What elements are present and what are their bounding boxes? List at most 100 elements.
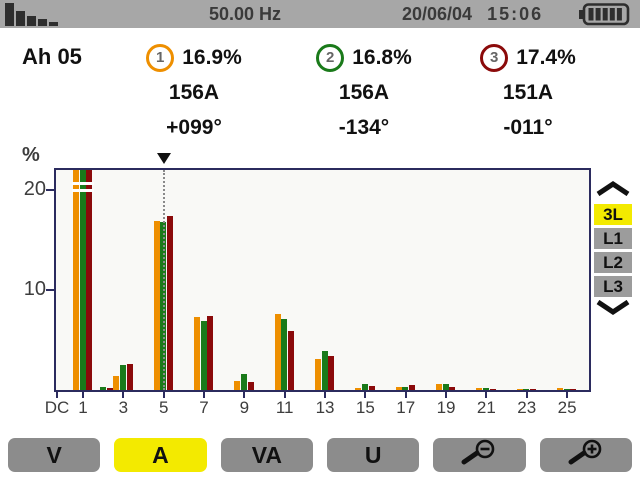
- harmonic-11-bar-phase-3: [288, 331, 295, 390]
- x-axis-tick-label: 5: [158, 398, 169, 417]
- off-scale-break-mark: [72, 182, 94, 185]
- x-axis-tick: [364, 392, 367, 398]
- x-axis-tick: [324, 392, 327, 398]
- phase-selector-options: 3L L1 L2 L3: [594, 204, 632, 297]
- harmonic-17-bar-phase-1: [395, 387, 402, 390]
- harmonic-21-bar-phase-1: [476, 388, 483, 390]
- phase-percent-value: 16.9%: [182, 45, 242, 69]
- phase-percent-value: 17.4%: [516, 45, 576, 69]
- harmonic-23-bar-phase-3: [530, 389, 537, 390]
- phase-selector-option-l2[interactable]: L2: [594, 252, 632, 273]
- x-axis-tick-label: 25: [557, 398, 577, 417]
- y-axis-tick: [46, 289, 55, 291]
- phase-angle-value: +099°: [166, 115, 222, 139]
- time-text: 15:06: [487, 4, 544, 24]
- mode-icon-bar: [5, 3, 14, 26]
- x-axis-tick: [82, 392, 84, 398]
- mode-icon-bar: [27, 16, 36, 26]
- date-text: 20/06/04: [402, 4, 473, 24]
- button-a[interactable]: A: [114, 438, 207, 472]
- status-bar: 50.00 Hz 20/06/04 15:06: [0, 0, 640, 28]
- phase-amps-value: 151A: [502, 80, 554, 104]
- harmonic-9-bar-phase-1: [234, 381, 241, 390]
- harmonic-7-bar-phase-2: [200, 321, 207, 390]
- phase-angle-value: -011°: [503, 115, 553, 139]
- x-axis-tick: [566, 392, 569, 398]
- x-axis-tick: [445, 392, 448, 398]
- x-axis-tick-label: 15: [355, 398, 375, 417]
- harmonic-19-bar-phase-2: [442, 384, 449, 390]
- harmonic-25-bar-phase-2: [563, 389, 570, 390]
- phase-3-readings: 3 17.4% 151A -011°: [458, 40, 598, 145]
- x-axis-tick-label: 7: [199, 398, 209, 417]
- harmonic-15-bar-phase-1: [355, 388, 362, 390]
- harmonics-mode-icon: [5, 3, 58, 26]
- phase-selector-option-3l[interactable]: 3L: [594, 204, 632, 225]
- harmonic-cursor-line: [162, 170, 165, 390]
- harmonic-3-bar-phase-2: [120, 365, 127, 390]
- x-axis-tick: [162, 392, 165, 398]
- x-axis-tick: [203, 392, 206, 398]
- harmonic-15-bar-phase-2: [362, 384, 369, 390]
- phase-1-badge: 1: [146, 43, 175, 72]
- button-label: A: [152, 441, 169, 468]
- harmonics-bar-chart: [54, 168, 591, 392]
- phase-2-readings: 2 16.8% 156A -134°: [294, 40, 434, 145]
- x-axis-tick-label: 9: [239, 398, 250, 417]
- harmonic-25-bar-phase-1: [557, 388, 564, 390]
- y-axis-tick: [46, 189, 55, 191]
- phase-3-badge: 3: [480, 43, 509, 72]
- y-axis-tick-label: 10: [23, 278, 46, 300]
- harmonic-3-bar-phase-1: [113, 376, 120, 390]
- function-key-toolbar: V A VA U: [8, 438, 632, 472]
- harmonic-19-bar-phase-3: [449, 387, 456, 390]
- y-axis-tick-label: 20: [23, 178, 46, 200]
- harmonic-11-bar-phase-2: [281, 319, 288, 390]
- harmonic-21-bar-phase-3: [489, 389, 496, 390]
- phase-percent-value: 16.8%: [352, 45, 412, 69]
- x-axis-tick: [243, 392, 246, 398]
- zoom-in-button[interactable]: [539, 438, 632, 472]
- x-axis-tick-label: 17: [396, 398, 416, 417]
- harmonic-5-bar-phase-3: [167, 216, 174, 390]
- harmonic-2-bar-phase-3: [106, 388, 113, 390]
- button-label: V: [46, 441, 62, 468]
- harmonic-17-bar-phase-3: [409, 385, 416, 390]
- harmonic-23-bar-phase-1: [516, 389, 523, 390]
- off-scale-break-mark: [72, 189, 94, 192]
- harmonic-25-bar-phase-3: [570, 389, 577, 390]
- phase-2-badge: 2: [316, 43, 345, 72]
- x-axis-tick: [404, 392, 407, 398]
- button-label: VA: [251, 441, 282, 468]
- x-axis-tick-label: 11: [275, 398, 294, 417]
- zoom-out-button[interactable]: [433, 438, 526, 472]
- harmonic-9-bar-phase-3: [247, 382, 254, 390]
- harmonic-7-bar-phase-1: [194, 317, 201, 390]
- mode-icon-bar: [49, 22, 58, 26]
- phase-selector-option-l3[interactable]: L3: [594, 276, 632, 297]
- x-axis-tick: [56, 392, 58, 398]
- phase-selector-option-l1[interactable]: L1: [594, 228, 632, 249]
- x-axis-tick-label: 3: [118, 398, 129, 417]
- x-axis-tick-label: 21: [476, 398, 496, 417]
- chevron-up-icon[interactable]: [594, 180, 632, 201]
- harmonic-order-label: Ah 05: [22, 44, 82, 69]
- button-u[interactable]: U: [326, 438, 420, 472]
- x-axis-tick-label: 19: [436, 398, 456, 417]
- x-axis-tick: [485, 392, 488, 398]
- phase-number: 3: [490, 49, 499, 66]
- harmonic-7-bar-phase-3: [207, 316, 214, 390]
- datetime-readout: 20/06/04 15:06: [402, 4, 562, 25]
- x-axis-tick: [283, 392, 286, 398]
- harmonic-15-bar-phase-3: [368, 386, 375, 390]
- harmonic-13-bar-phase-3: [328, 356, 335, 390]
- harmonic-2-bar-phase-2: [99, 387, 106, 390]
- chevron-down-icon[interactable]: [594, 299, 632, 320]
- harmonic-13-bar-phase-1: [315, 359, 322, 390]
- button-va[interactable]: VA: [220, 438, 313, 472]
- x-axis-tick-label: 23: [517, 398, 537, 417]
- harmonic-5-bar-phase-1: [153, 221, 160, 390]
- button-v[interactable]: V: [8, 438, 101, 472]
- harmonic-1-bar-phase-3: [86, 170, 93, 390]
